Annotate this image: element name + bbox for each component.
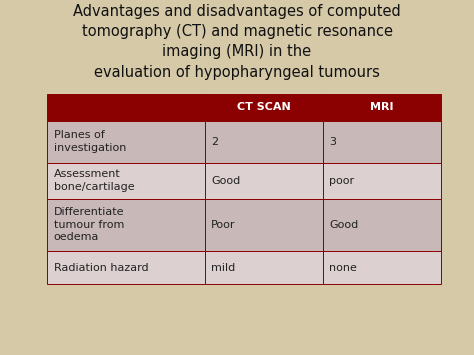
Text: Differentiate
tumour from
oedema: Differentiate tumour from oedema	[54, 207, 124, 242]
FancyBboxPatch shape	[205, 94, 323, 121]
FancyBboxPatch shape	[47, 198, 205, 251]
Text: Poor: Poor	[211, 220, 236, 230]
FancyBboxPatch shape	[47, 251, 205, 284]
Text: CT SCAN: CT SCAN	[237, 102, 291, 113]
FancyBboxPatch shape	[47, 163, 205, 198]
Text: Advantages and disadvantages of computed
tomography (CT) and magnetic resonance
: Advantages and disadvantages of computed…	[73, 4, 401, 80]
FancyBboxPatch shape	[205, 251, 323, 284]
FancyBboxPatch shape	[47, 121, 205, 163]
FancyBboxPatch shape	[323, 163, 441, 198]
Text: MRI: MRI	[370, 102, 393, 113]
Text: Good: Good	[329, 220, 358, 230]
FancyBboxPatch shape	[47, 94, 205, 121]
Text: Planes of
investigation: Planes of investigation	[54, 131, 126, 153]
FancyBboxPatch shape	[323, 198, 441, 251]
Text: none: none	[329, 262, 357, 273]
Text: Good: Good	[211, 176, 240, 186]
Text: Radiation hazard: Radiation hazard	[54, 262, 148, 273]
FancyBboxPatch shape	[205, 121, 323, 163]
FancyBboxPatch shape	[323, 94, 441, 121]
Text: 2: 2	[211, 137, 218, 147]
Text: poor: poor	[329, 176, 354, 186]
Text: mild: mild	[211, 262, 235, 273]
Text: Assessment
bone/cartilage: Assessment bone/cartilage	[54, 169, 134, 192]
Text: 3: 3	[329, 137, 336, 147]
FancyBboxPatch shape	[205, 198, 323, 251]
FancyBboxPatch shape	[323, 121, 441, 163]
FancyBboxPatch shape	[205, 163, 323, 198]
FancyBboxPatch shape	[323, 251, 441, 284]
